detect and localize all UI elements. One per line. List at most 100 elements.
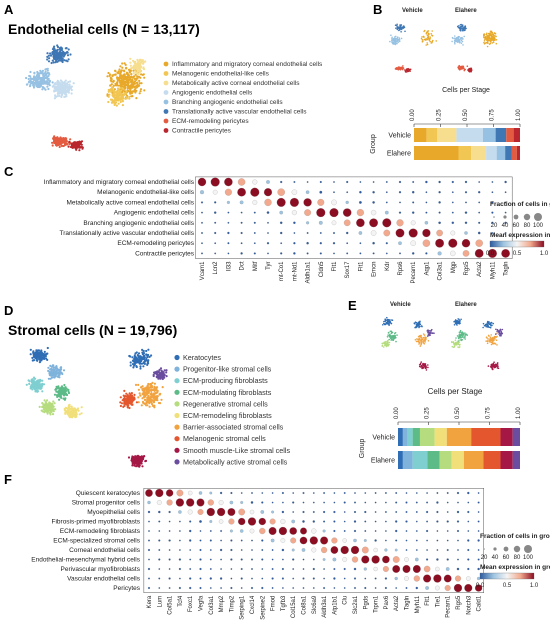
panel-c-letter: C [4, 164, 14, 179]
dotplot-dot [189, 586, 192, 590]
dotplot-dot [384, 548, 388, 552]
panel-d-title: Stromal cells (N = 19,796) [8, 322, 177, 338]
dotplot-dot [323, 586, 326, 590]
dotplot-dot [456, 491, 460, 495]
dotplot-dot [321, 546, 328, 554]
umap-d-metabolic [152, 367, 168, 381]
bar-segment [427, 451, 440, 469]
dotplot-row-label: Endothelial-mesenchymal hybrid cells [31, 557, 140, 564]
dotplot-dot [218, 519, 224, 524]
dotplot-dot [425, 252, 428, 255]
dotplot-dot [340, 545, 349, 555]
dotplot-dot [395, 587, 398, 589]
dotplot-dot [238, 517, 246, 526]
dotplot-dot [415, 492, 418, 494]
dotplot-dot [398, 180, 402, 184]
dotplot-dot [370, 209, 377, 216]
legend-swatch [174, 447, 180, 453]
dotplot-dot [230, 491, 233, 495]
dotplot-dot [209, 558, 212, 561]
dotplot-dot [415, 586, 419, 590]
dotplot-dot [189, 568, 192, 570]
dotplot-dot [436, 520, 439, 523]
dotplot-dot [186, 498, 195, 507]
panel-d-umap [25, 346, 168, 468]
bar-segment [486, 146, 497, 160]
bar-segment [414, 146, 459, 160]
dotplot-dot [230, 558, 233, 561]
panel-b-axis-title: Cells per Stage [442, 87, 490, 94]
dotplot-dot [405, 520, 408, 523]
dotplot-dot [166, 499, 173, 506]
dotplot-dot [293, 181, 296, 184]
dotplot-dot [271, 510, 275, 514]
dotplot-dot [168, 539, 171, 542]
dotplot-dot [384, 586, 387, 590]
dotplot-dot [405, 587, 408, 589]
bar-segment [412, 451, 428, 469]
dotplot-dot [212, 189, 218, 195]
dotplot-dot [446, 530, 449, 532]
size-legend-title: Fraction of cells in group (%) [480, 533, 550, 540]
dotplot-dot [402, 565, 411, 573]
dotplot-dot [158, 587, 161, 589]
umap-b-cluster-blue [394, 23, 406, 33]
dotplot-row-label: Quiescent keratocytes [76, 490, 141, 497]
dotplot-dot [414, 557, 419, 562]
dotplot-dot [354, 492, 356, 494]
dotplot-dot [251, 568, 253, 570]
dotplot-dot [209, 491, 213, 495]
dotplot-dot [209, 520, 213, 523]
dotplot-dot [240, 567, 243, 571]
bar-segment [434, 428, 447, 446]
legend-label: ECM-producing fibroblasts [183, 376, 268, 385]
dotplot-dot [477, 549, 480, 551]
dotplot-gene-label: Lum [157, 596, 163, 608]
umap-cluster-translational [46, 44, 72, 65]
dotplot-gene-label: Slc2a1 [353, 595, 359, 614]
dotplot-dot [306, 181, 309, 183]
dotplot-dot [467, 501, 470, 504]
dotplot-row-label: ECM-specialized stromal cells [53, 538, 140, 545]
dotplot-dot [456, 567, 460, 571]
dotplot-dot [467, 558, 470, 561]
panel-b-elahere-label: Elahere [455, 8, 477, 14]
umap-cluster-melanogenic [107, 86, 131, 107]
dotplot-dot [438, 180, 441, 184]
bar-segment [511, 146, 517, 160]
dotplot-dot [408, 228, 418, 238]
dotplot-dot [411, 252, 415, 255]
bar-segment [439, 451, 452, 469]
dotplot-dot [451, 180, 454, 184]
size-legend-label: 40 [492, 555, 499, 561]
dotplot-dot [426, 539, 428, 542]
dotplot-dot [364, 530, 367, 532]
dotplot-dot [363, 539, 367, 542]
dotplot-dot [385, 181, 388, 183]
color-legend-label: 0.0 [476, 583, 485, 589]
dotplot-dot [292, 501, 295, 504]
dotplot-gene-label: Aldh3a1 [322, 595, 328, 618]
dotplot-dot [433, 574, 442, 583]
dotplot-dot [476, 576, 481, 581]
dotplot-dot [451, 221, 455, 225]
group-axis-title: Group [359, 439, 366, 459]
legend-swatch [174, 378, 180, 384]
umap-d-ecm-modulating [53, 383, 71, 401]
dotplot-dot [240, 211, 243, 214]
legend-swatch [163, 61, 169, 67]
legend-swatch [174, 412, 180, 419]
dotplot-dot [302, 491, 305, 495]
dotplot-dot [415, 549, 418, 551]
dotplot-dot [237, 178, 246, 186]
dotplot-row-label: Fibrosis-primed myofibroblasts [52, 519, 141, 526]
dotplot-gene-label: Kera [147, 595, 153, 608]
dotplot-dot [382, 566, 389, 572]
dotplot-dot [333, 191, 335, 194]
dotplot-dot [398, 191, 402, 194]
dotplot-dot [189, 558, 192, 561]
dotplot-dot [209, 587, 212, 589]
dotplot-dot [478, 221, 481, 224]
panel-d-letter: D [4, 303, 13, 318]
dotplot-dot [353, 586, 357, 590]
